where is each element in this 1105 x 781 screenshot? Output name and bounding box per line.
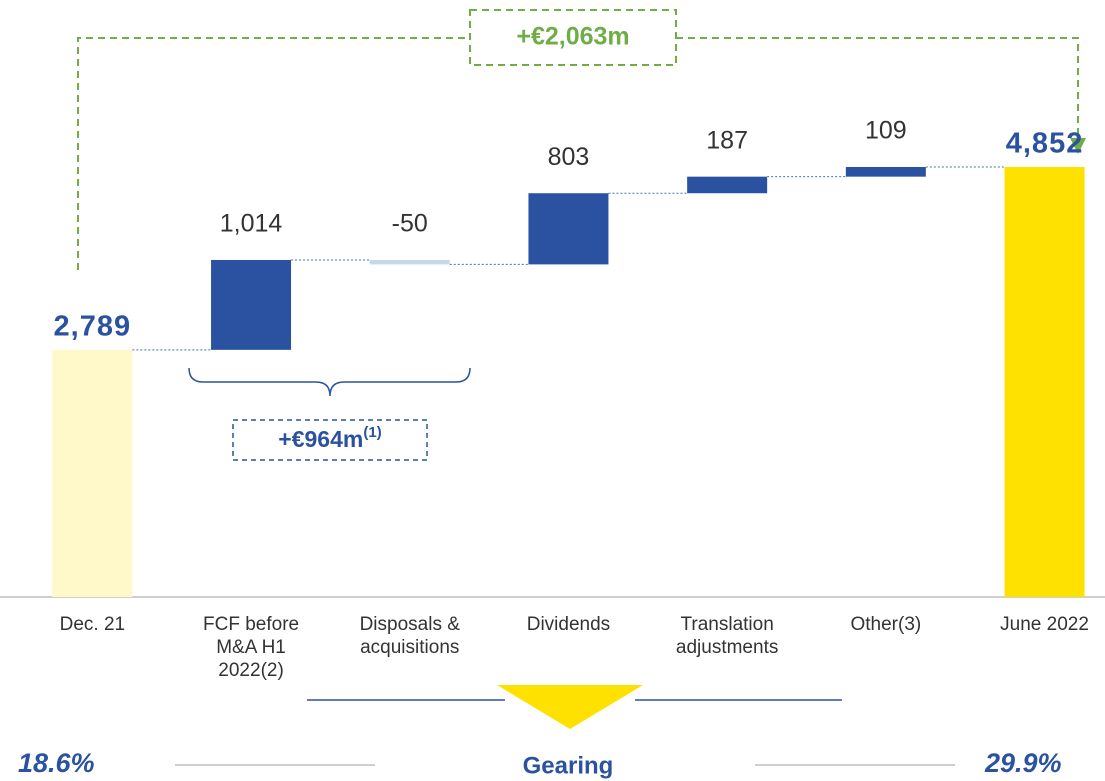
total-change: +€2,063m [516,23,629,51]
bar [211,259,292,350]
bar [687,176,768,194]
category-label: Translation adjustments [675,614,779,658]
gearing-start: 18.6% [18,748,95,778]
subtotal-sup: (1) [363,424,381,441]
category-label: Other(3) [850,614,922,635]
gearing-arrow [497,685,643,729]
subtotal-text: +€964m [278,426,363,452]
bar [528,193,609,265]
value-label: 2,789 [54,310,132,342]
category-label: Dividends [526,614,611,635]
bar [1004,167,1085,597]
total-bracket [77,37,1079,270]
category-label: June 2022 [1000,614,1089,635]
value-label: 1,014 [220,210,283,238]
category-label: Dec. 21 [59,614,126,635]
brace [188,367,471,397]
subtotal-change: +€964m(1) [278,424,381,452]
bar [845,167,926,177]
value-label: 109 [865,117,907,145]
category-label: FCF before M&A H1 2022(2) [203,614,300,681]
value-label: 4,852 [1006,128,1084,160]
total-box [469,9,677,66]
bar [52,349,133,597]
gearing-title: Gearing [523,752,614,779]
bar [369,259,450,265]
value-label: -50 [392,210,428,238]
gearing-end: 29.9% [984,748,1062,778]
category-label: Disposals & acquisitions [359,614,460,658]
arrow-head [1070,138,1086,154]
value-label: 187 [706,126,748,154]
value-label: 803 [548,143,590,171]
